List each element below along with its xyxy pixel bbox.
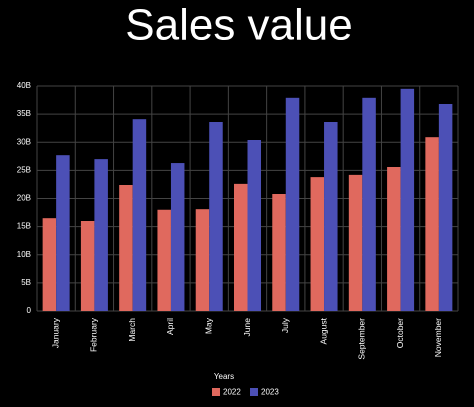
chart-title: Sales value xyxy=(125,1,352,50)
x-tick-label: February xyxy=(89,317,99,352)
x-tick-label: June xyxy=(242,318,252,337)
y-tick-label: 40B xyxy=(17,81,31,90)
bar xyxy=(285,97,300,311)
y-tick-label: 25B xyxy=(17,165,31,174)
y-tick-label: 15B xyxy=(17,222,31,231)
bar xyxy=(387,167,401,311)
bar xyxy=(234,183,248,311)
y-tick-label: 35B xyxy=(17,109,31,118)
x-tick-label: October xyxy=(395,318,405,348)
bar xyxy=(272,194,286,311)
x-tick-label: March xyxy=(127,318,137,342)
y-tick-label: 10B xyxy=(17,250,31,259)
y-tick-label: 30B xyxy=(17,137,31,146)
bar xyxy=(348,174,363,311)
legend-label: 2022 xyxy=(223,388,241,397)
y-tick-label: 5B xyxy=(21,278,31,287)
bar xyxy=(310,177,325,311)
bar xyxy=(80,221,95,311)
bar xyxy=(56,155,70,311)
legend-label: 2023 xyxy=(261,388,279,397)
bar xyxy=(400,88,415,311)
x-tick-label: September xyxy=(357,318,367,360)
x-tick-label: August xyxy=(318,317,328,344)
bar xyxy=(42,218,57,311)
legend-swatch xyxy=(212,388,220,396)
bar xyxy=(438,104,453,311)
bar xyxy=(132,119,147,311)
bar xyxy=(195,209,210,311)
x-tick-label: January xyxy=(50,317,60,348)
x-tick-label: April xyxy=(165,318,175,335)
bar xyxy=(247,140,261,311)
bar xyxy=(170,163,185,311)
y-tick-label: 0 xyxy=(27,306,32,315)
bar xyxy=(209,122,223,311)
legend-swatch xyxy=(250,388,258,396)
x-tick-label: July xyxy=(280,317,290,333)
bar xyxy=(119,185,133,311)
bar xyxy=(94,159,108,311)
bar xyxy=(425,137,439,311)
legend-title: Years xyxy=(214,372,234,381)
x-tick-label: May xyxy=(203,317,213,334)
y-tick-label: 20B xyxy=(17,194,31,203)
bar xyxy=(157,209,171,311)
x-tick-label: November xyxy=(433,318,443,357)
bar xyxy=(324,122,338,311)
bar xyxy=(362,97,376,311)
